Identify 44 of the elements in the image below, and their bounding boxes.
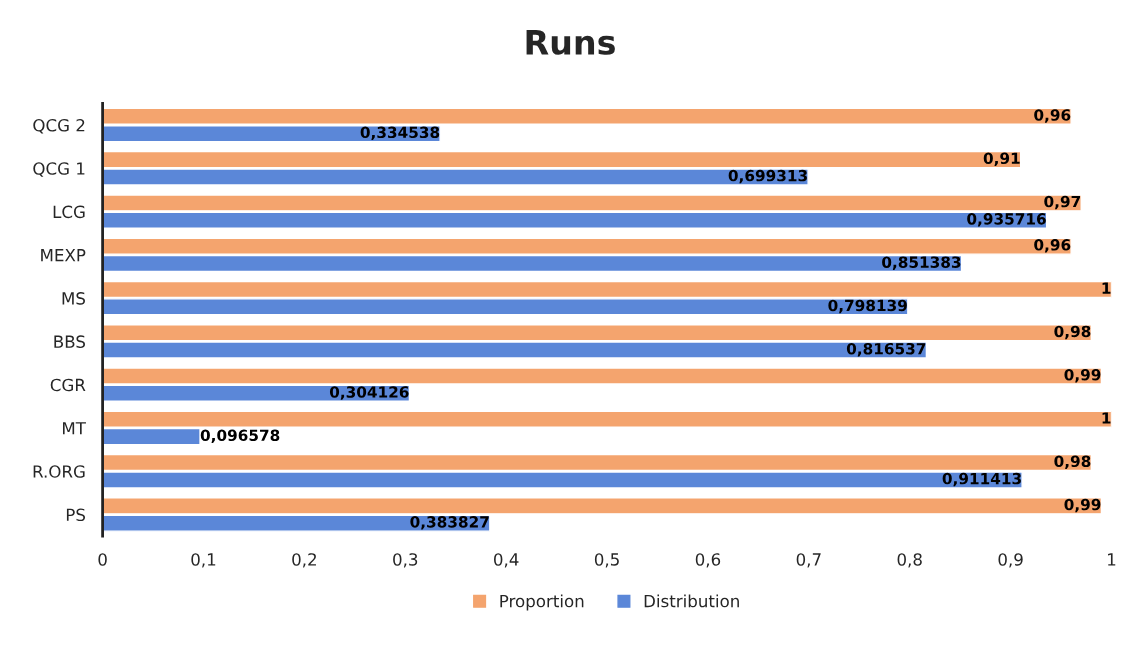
y-tick-label: R.ORG: [33, 465, 85, 478]
y-tick-label: MEXP: [41, 249, 86, 262]
y-tick-label: BBS: [54, 335, 85, 348]
y-tick-label: QCG 1: [33, 162, 85, 177]
data-label: 0,383827: [410, 516, 489, 530]
data-label: 0,699313: [728, 169, 807, 184]
data-label: 1: [1102, 412, 1111, 424]
x-tick-label: 0,1: [191, 553, 216, 568]
data-label: 0,334538: [360, 126, 440, 141]
x-tick-label: 0: [98, 553, 107, 566]
legend-label: Distribution: [644, 594, 739, 608]
data-label: 0,304126: [329, 386, 409, 400]
legend-label: Proportion: [500, 594, 584, 611]
x-tick-label: 1: [1108, 553, 1116, 566]
y-tick-label: MT: [63, 422, 86, 435]
x-tick-label: 0,7: [796, 553, 821, 568]
chart-title: Runs: [526, 30, 615, 55]
data-label: 0,096578: [200, 429, 280, 444]
x-tick-label: 0,9: [998, 553, 1023, 568]
y-tick-label: PS: [66, 508, 85, 522]
data-label: 0,96: [1034, 239, 1071, 253]
x-tick-label: 0,2: [292, 553, 316, 568]
data-label: 0,98: [1054, 455, 1091, 469]
data-label: 1: [1102, 282, 1111, 294]
data-label: 0,91: [983, 152, 1020, 167]
data-label: 0,99: [1064, 368, 1101, 383]
data-label: 0,816537: [846, 342, 926, 357]
y-tick-label: MS: [62, 292, 85, 305]
data-label: 0,97: [1044, 195, 1081, 210]
x-tick-label: 0,4: [494, 553, 519, 568]
data-label: 0,851383: [882, 256, 961, 270]
x-tick-label: 0,5: [594, 553, 619, 568]
data-label: 0,99: [1064, 498, 1101, 513]
y-tick-label: QCG 2: [33, 118, 85, 134]
data-label: 0,798139: [828, 299, 907, 314]
data-label: 0,911413: [942, 472, 1021, 487]
data-label: 0,935716: [967, 213, 1046, 227]
data-label: 0,96: [1034, 109, 1071, 123]
x-tick-label: 0,3: [393, 553, 418, 568]
y-tick-label: CGR: [50, 378, 86, 392]
x-tick-label: 0,6: [695, 553, 721, 568]
y-tick-label: LCG: [53, 205, 85, 219]
data-label: 0,98: [1054, 325, 1091, 340]
x-tick-label: 0,8: [897, 553, 922, 568]
